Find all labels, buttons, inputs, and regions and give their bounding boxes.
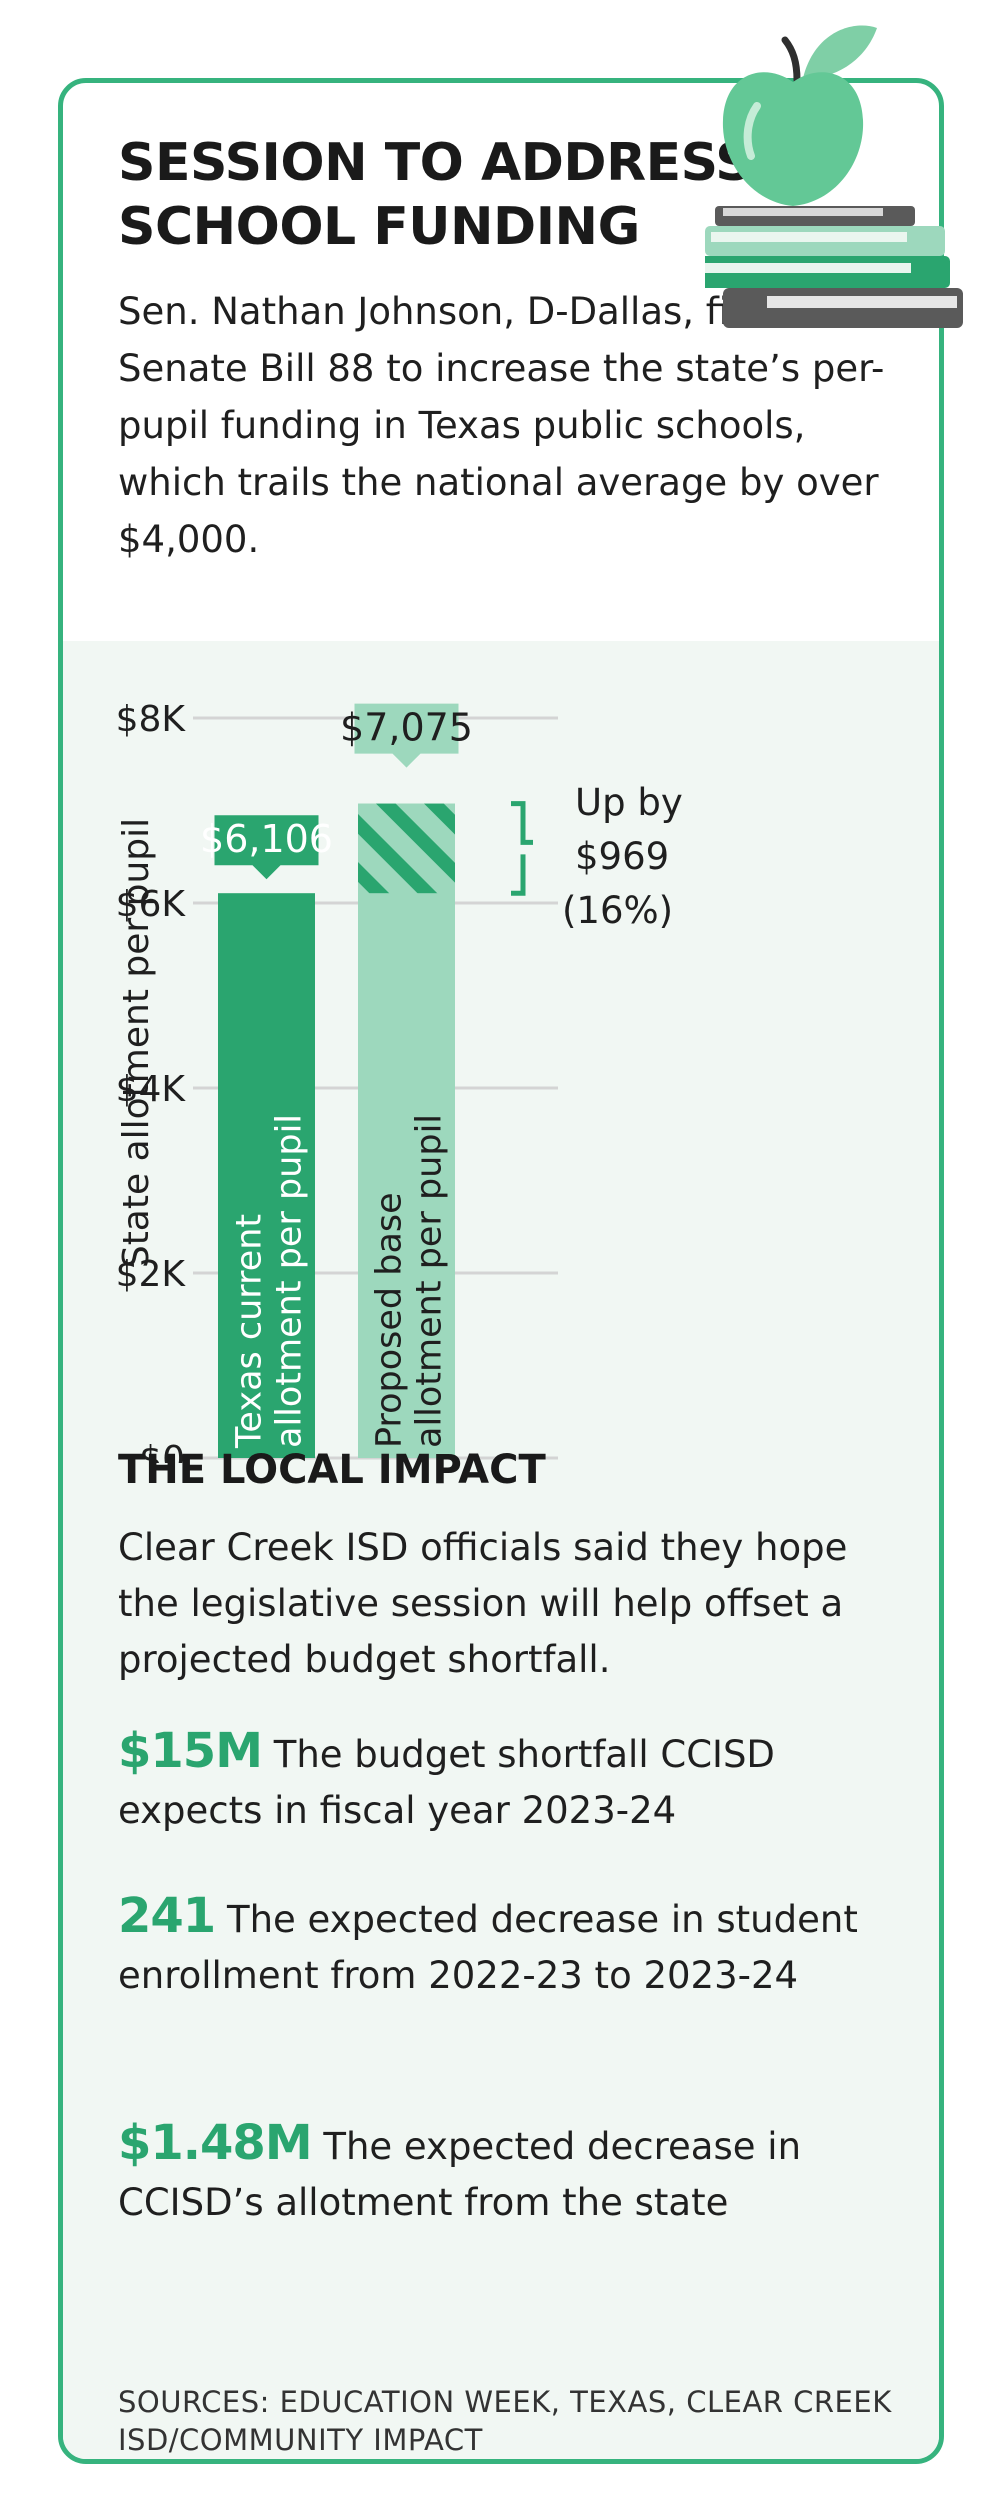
- infographic-card: SESSION TO ADDRESS SCHOOL FUNDING Sen. N…: [58, 78, 944, 2464]
- apple-on-books-icon: [705, 25, 963, 328]
- stat-item: $1.48M The expected decrease in CCISD’s …: [118, 2115, 898, 2231]
- stat-item: $15M The budget shortfall CCISD expects …: [118, 1723, 898, 1839]
- stat-value: $1.48M: [118, 2115, 313, 2171]
- intro-text: Sen. Nathan Johnson, D-Dallas, filed Sen…: [118, 290, 885, 561]
- bar-texas-current: [218, 893, 315, 1458]
- bar-category-label: Texas currentallotment per pupil: [230, 1114, 310, 1449]
- bar-proposed: [358, 803, 455, 1458]
- increase-callout: Up by $969 (16%): [511, 781, 683, 932]
- impact-heading: THE LOCAL IMPACT: [118, 1447, 546, 1493]
- y-tick-labels: $0 $2K $4K $6K $8K: [116, 699, 187, 1463]
- impact-intro: Clear Creek ISD officials said they hope…: [118, 1526, 848, 1681]
- stat-text: The expected decrease in CCISD’s allotme…: [118, 2125, 802, 2224]
- value-label-box: [214, 815, 319, 880]
- chart-panel-background: [63, 641, 939, 2459]
- increase-segment: [358, 803, 455, 894]
- bar-category-label: Proposed baseallotment per pupil: [370, 1114, 450, 1448]
- y-axis-label: State allotment per pupil: [116, 818, 157, 1268]
- page-title: SESSION TO ADDRESS SCHOOL FUNDING: [118, 133, 753, 257]
- increase-amount: $969: [575, 835, 669, 878]
- value-label-box: [354, 703, 459, 768]
- y-tick-label: $0: [139, 1439, 185, 1463]
- y-tick-label: $4K: [116, 1069, 187, 1110]
- stat-text: The expected decrease in student enrollm…: [118, 1898, 858, 1997]
- value-labels: $6,106 $7,075: [200, 703, 473, 880]
- stat-text: The budget shortfall CCISD expects in fi…: [118, 1733, 775, 1832]
- y-tick-label: $2K: [116, 1254, 187, 1295]
- y-tick-label: $6K: [116, 884, 187, 925]
- increase-bracket: [511, 801, 533, 896]
- value-label: $6,106: [200, 817, 333, 861]
- sources-note: SOURCES: EDUCATION WEEK, TEXAS, CLEAR CR…: [118, 2385, 892, 2457]
- bars: Texas currentallotment per pupil Proposed…: [218, 803, 455, 1458]
- increase-line-1: Up by: [575, 781, 683, 824]
- stat-item: 241 The expected decrease in student enr…: [118, 1888, 898, 2004]
- stat-value: 241: [118, 1888, 216, 1944]
- bar-chart: $0 $2K $4K $6K $8K State allotment per pupil…: [116, 699, 683, 1463]
- y-tick-label: $8K: [116, 699, 187, 740]
- increase-percent: (16%): [562, 889, 673, 932]
- stat-value: $15M: [118, 1723, 263, 1779]
- value-label: $7,075: [340, 706, 473, 750]
